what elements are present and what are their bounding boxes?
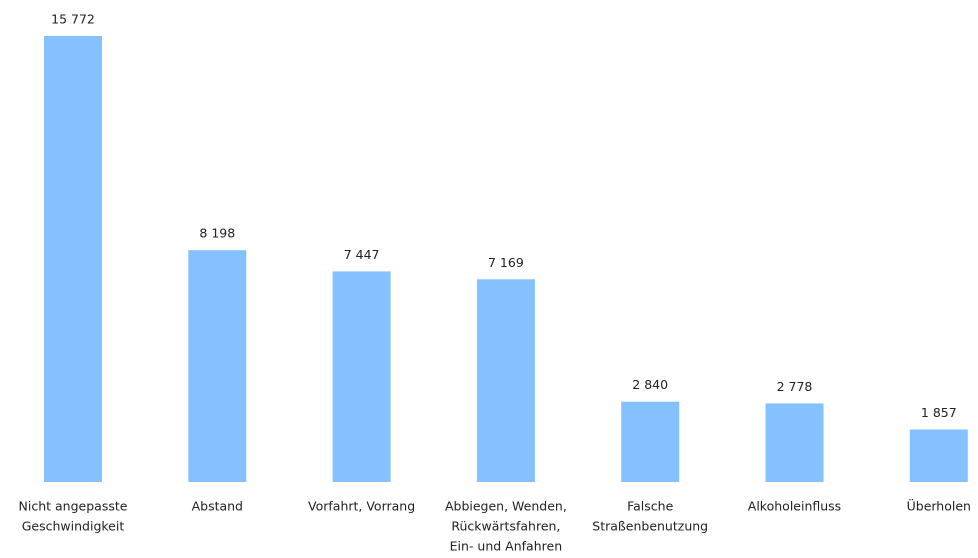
bar (621, 401, 680, 482)
bar (909, 429, 968, 482)
bar (476, 279, 535, 482)
x-tick-label: Geschwindigkeit (22, 519, 125, 534)
x-tick-label: Vorfahrt, Vorrang (308, 499, 415, 514)
x-tick-label: Nicht angepasste (19, 499, 128, 514)
value-label: 7 447 (344, 247, 380, 262)
value-label: 2 778 (777, 379, 813, 394)
x-tick-label: Falsche (627, 499, 673, 514)
bar (332, 271, 391, 482)
x-tick-label: Abbiegen, Wenden, (445, 499, 567, 514)
value-label: 15 772 (51, 12, 95, 27)
x-tick-label: Alkoholeinfluss (748, 499, 841, 514)
x-tick-label: Rückwärtsfahren, (451, 519, 560, 534)
x-tick-label: Abstand (192, 499, 243, 514)
bar (44, 36, 102, 482)
bar (765, 403, 824, 482)
x-tick-label: Überholen (907, 498, 971, 514)
value-label: 7 169 (488, 255, 524, 270)
value-label: 8 198 (199, 226, 235, 241)
value-label: 1 857 (921, 405, 957, 420)
x-tick-label: Straßenbenutzung (592, 519, 708, 534)
bar (188, 250, 247, 482)
x-tick-label: Ein- und Anfahren (450, 539, 562, 554)
value-label: 2 840 (632, 377, 668, 392)
